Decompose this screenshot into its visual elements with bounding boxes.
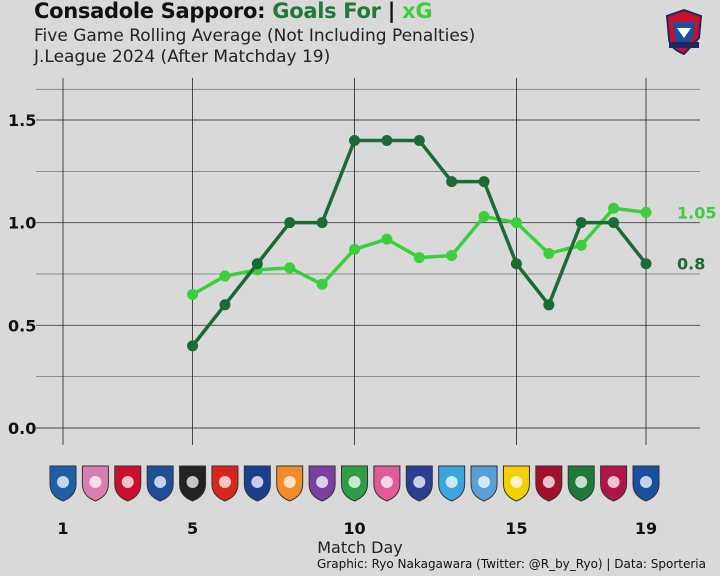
badge-emblem [316, 476, 329, 488]
x-tick-label: 10 [343, 519, 365, 538]
x-tick-label: 5 [187, 519, 198, 538]
credit-text: Graphic: Ryo Nakagawara (Twitter: @R_by_… [316, 557, 706, 571]
opponent-badge-icon [341, 465, 368, 502]
badge-emblem [607, 476, 620, 488]
badge-emblem [251, 476, 264, 488]
badge-emblem [510, 476, 523, 488]
opponent-badge-icon [502, 465, 530, 502]
series-point [316, 278, 328, 290]
opponent-badge-icon [567, 465, 595, 502]
series-point [219, 270, 231, 282]
x-tick-label: 15 [505, 519, 527, 538]
opponent-badge-icon [81, 465, 109, 502]
opponent-badge-icon [470, 465, 498, 502]
chart-subtitle: Five Game Rolling Average (Not Including… [34, 26, 476, 46]
x-axis-label: Match Day [317, 538, 403, 557]
series-group [187, 135, 652, 352]
series-point [219, 299, 231, 311]
chart-subtitle-season: J.League 2024 (After Matchday 19) [34, 47, 331, 67]
badge-emblem [186, 476, 199, 488]
opponent-badge-icon [600, 465, 628, 502]
series-point [349, 243, 360, 255]
badge-emblem [542, 476, 555, 488]
series-point [478, 211, 490, 223]
badge-emblem [478, 476, 491, 488]
series-point [575, 217, 587, 229]
series-point [187, 340, 199, 352]
title-goals-for: Goals For [272, 0, 381, 23]
x-tick-label: 1 [57, 519, 68, 538]
badge-emblem [380, 476, 393, 488]
y-tick-label: 1.5 [8, 111, 36, 130]
series-point [510, 258, 522, 270]
opponent-badge-icon [308, 465, 336, 502]
opponent-badge-icon [276, 465, 304, 502]
opponent-badge-icon [373, 465, 401, 502]
series-point [543, 247, 555, 259]
opponent-badge-icon [146, 465, 174, 502]
series-point [284, 217, 296, 229]
opponent-badge-icon [438, 465, 466, 502]
series-point [608, 202, 620, 214]
opponent-badge-icon [114, 465, 142, 502]
team-crest-logo [665, 8, 703, 56]
series-point [478, 176, 490, 188]
series-point [251, 258, 263, 270]
opponent-badges [49, 465, 660, 502]
series-point [640, 258, 652, 270]
series-end-label: 0.8 [677, 255, 705, 274]
opponent-badge-icon [179, 465, 207, 502]
series-point [575, 239, 587, 251]
opponent-badge-icon [243, 465, 271, 502]
series-point [510, 217, 522, 229]
series-point [316, 217, 328, 229]
series-point [608, 217, 620, 229]
series-point [187, 289, 199, 301]
series-end-label: 1.05 [677, 203, 716, 222]
badge-emblem [121, 476, 134, 488]
x-tick-label: 19 [635, 519, 657, 538]
opponent-badge-icon [405, 465, 433, 502]
series-point [381, 135, 393, 147]
chart-title: Consadole Sapporo: Goals For | xG [34, 0, 433, 23]
badge-emblem [154, 476, 167, 488]
series-point [349, 135, 360, 147]
series-point [413, 135, 425, 147]
opponent-badge-icon [211, 465, 239, 502]
opponent-badge-icon [49, 465, 77, 502]
badge-emblem [57, 476, 69, 488]
y-axis-ticks: 0.0 0.5 1.0 1.5 [8, 111, 36, 438]
x-axis-ticks: 1 5 10 15 19 [57, 519, 657, 538]
y-tick-label: 0.0 [8, 419, 36, 438]
badge-emblem [575, 476, 588, 488]
badge-emblem [413, 476, 426, 488]
series-point [446, 250, 458, 262]
grid-lines [36, 78, 700, 445]
series-point [543, 299, 555, 311]
series-point [284, 262, 296, 274]
badge-emblem [348, 476, 361, 488]
badge-emblem [89, 476, 102, 488]
title-team: Consadole Sapporo: [34, 0, 266, 23]
badge-emblem [640, 476, 652, 488]
series-point [640, 206, 652, 218]
badge-emblem [218, 476, 231, 488]
badge-emblem [445, 476, 458, 488]
badge-emblem [283, 476, 296, 488]
title-separator: | [387, 0, 396, 23]
opponent-badge-icon [535, 465, 563, 502]
opponent-badge-icon [632, 465, 660, 502]
series-point [446, 176, 458, 188]
series-point [381, 233, 393, 245]
title-xg: xG [402, 0, 433, 23]
y-tick-label: 1.0 [8, 214, 36, 233]
end-labels: 0.8 1.05 [677, 203, 716, 273]
series-point [413, 252, 425, 264]
y-tick-label: 0.5 [8, 316, 36, 335]
